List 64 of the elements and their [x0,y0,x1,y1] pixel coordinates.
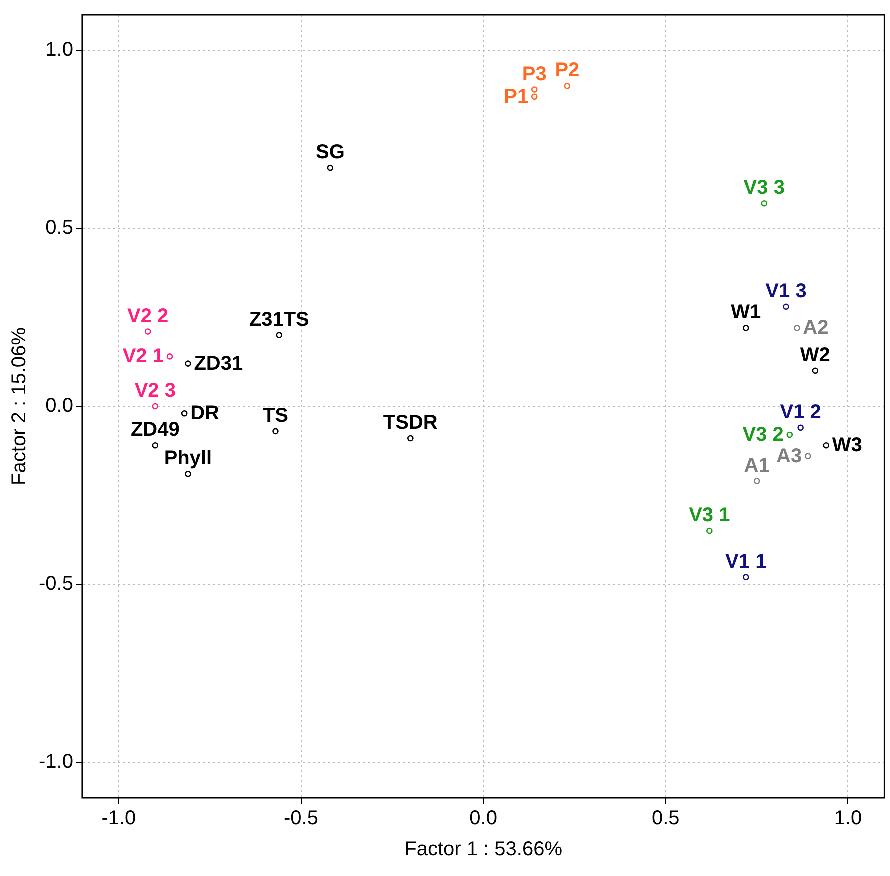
point [408,435,414,442]
series-label: DR [190,402,220,425]
point [185,470,192,478]
y-tick-label: -0.5 [38,572,74,595]
series-label: A1 [744,454,770,477]
series-label: V3 2 [742,424,784,446]
y-axis-title: Factor 2 : 15.06% [8,327,31,486]
series-label: V2 2 [128,305,169,328]
point [531,86,538,93]
series-label: P1 [504,86,529,108]
point [706,528,713,534]
x-tick-label: 0.5 [652,808,680,830]
point [181,410,188,417]
series-label: V2 1 [122,346,164,368]
series-label: ZD31 [194,352,244,375]
series-label: SG [316,142,345,164]
point [742,574,750,580]
point [185,360,192,367]
series-label: V3 3 [744,177,785,200]
y-tick-label: 0.0 [46,395,74,418]
point [742,325,750,332]
y-tick-label: 0.5 [46,217,74,240]
series-label: V1 2 [780,401,822,424]
series-label: P3 [522,63,547,86]
series-label: W3 [832,434,862,457]
series-label: W1 [731,302,762,324]
x-axis-title: Factor 1 : 53.66% [404,838,563,861]
x-tick-label: -1.0 [102,808,136,830]
series-label: W2 [800,344,830,366]
series-label: A3 [776,445,802,468]
y-tick-label: 1.0 [46,39,74,62]
series-label: V1 1 [726,550,767,573]
x-tick-label: 0.0 [470,808,498,830]
point [327,164,334,172]
point [761,200,768,207]
series-label: V3 1 [689,504,730,527]
y-tick-label: -1.0 [38,750,74,773]
series-label: V2 3 [134,380,176,402]
point [783,304,790,310]
point [754,478,760,484]
point [564,83,571,90]
series-label: TSDR [383,412,438,434]
x-tick-label: -0.5 [284,808,318,830]
point [272,428,279,435]
point [823,442,830,449]
series-label: ZD49 [130,419,180,442]
point [812,368,819,374]
point [798,424,804,432]
series-label: P2 [555,60,580,82]
series-label: Phyll [164,448,212,470]
point [794,325,800,332]
point [152,403,159,410]
x-tick-label: 1.0 [834,808,862,830]
series-label: A2 [803,317,829,340]
point [531,94,538,100]
point [786,432,794,438]
point [144,328,152,335]
point [276,332,283,338]
point [804,453,812,460]
series-label: TS [262,404,289,427]
point [152,442,159,449]
series-label: Z31TS [249,308,310,331]
series-label: V1 3 [766,280,807,302]
point [166,354,174,360]
